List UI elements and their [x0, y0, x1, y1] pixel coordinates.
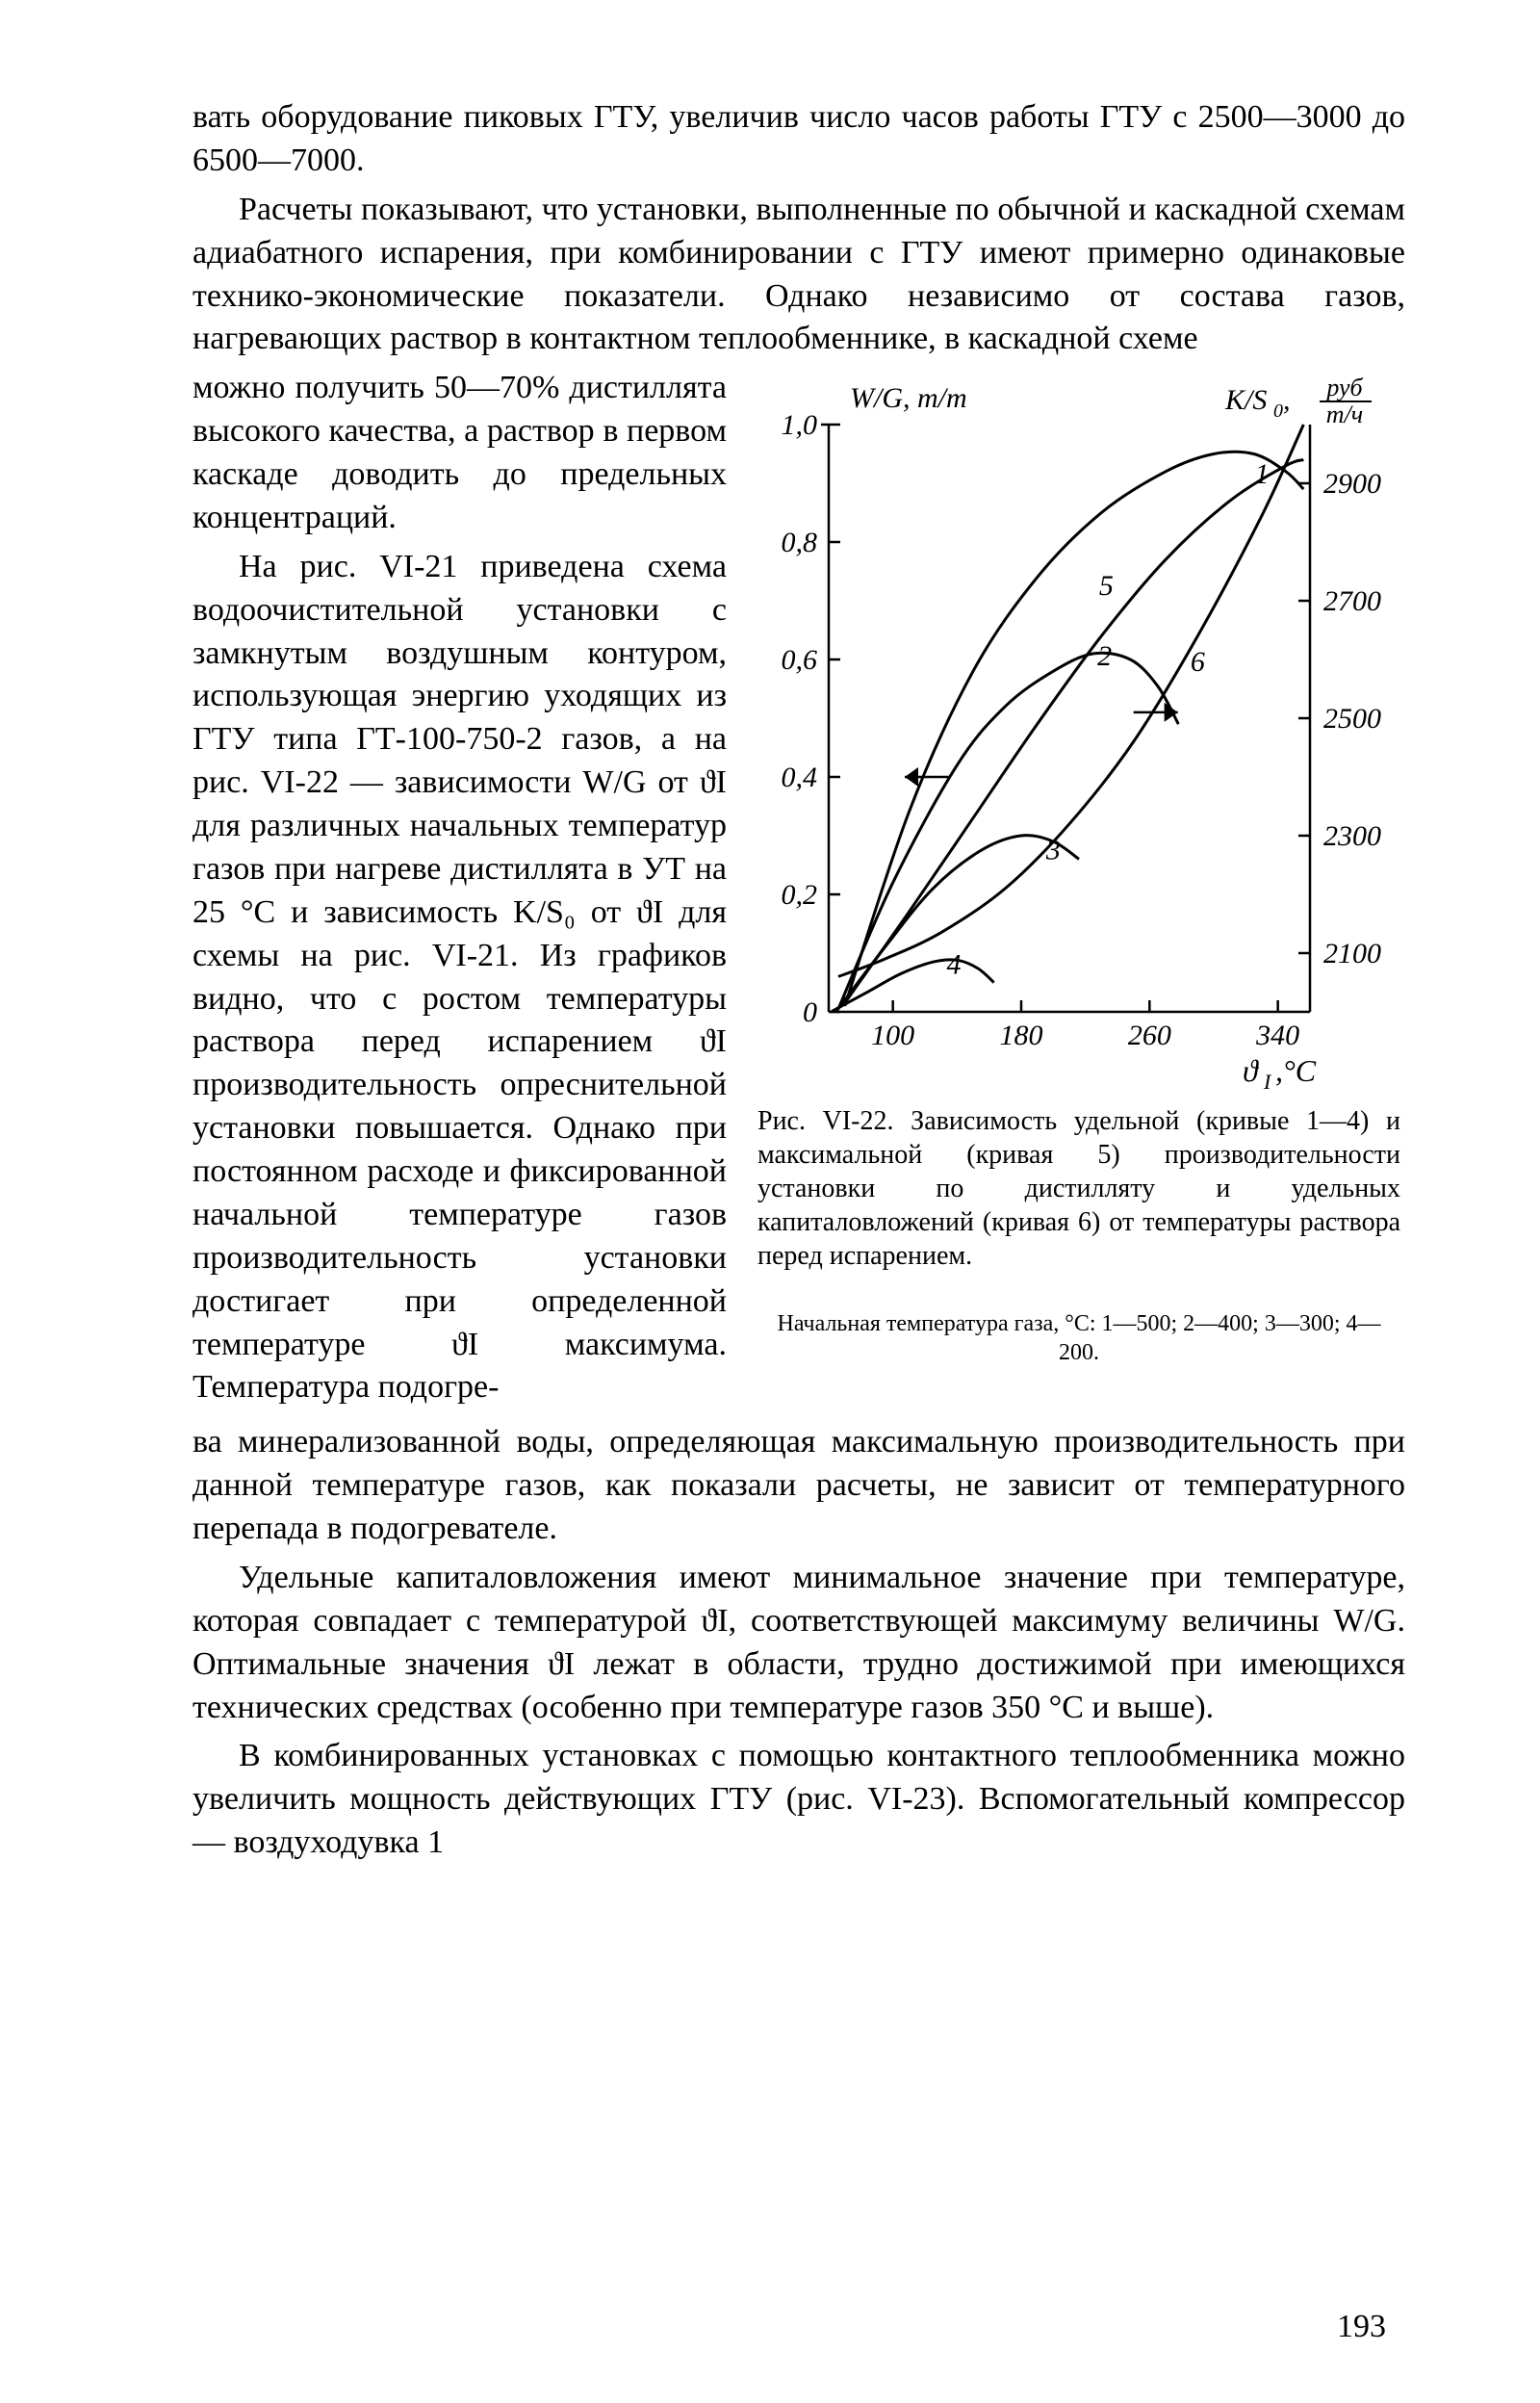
paragraph-4: На рис. VI-21 приведена схема водоочисти…	[192, 546, 727, 1410]
svg-text:4: 4	[947, 949, 962, 981]
svg-text:2900: 2900	[1323, 468, 1381, 500]
paragraph-7: В комбинированных установках с помощью к…	[192, 1735, 1405, 1865]
figure-vi-22-chart: 00,20,40,60,81,0210023002500270029001001…	[752, 367, 1406, 1089]
paragraph-5: ва минерализованной воды, определяющая м…	[192, 1421, 1405, 1551]
paragraph-1: вать оборудование пиковых ГТУ, увеличив …	[192, 96, 1405, 183]
left-column: можно получить 50—70% дистиллята высоког…	[192, 367, 727, 1415]
right-column: 00,20,40,60,81,0210023002500270029001001…	[752, 367, 1406, 1415]
svg-text:5: 5	[1099, 570, 1114, 602]
page: вать оборудование пиковых ГТУ, увеличив …	[0, 0, 1540, 2403]
svg-text:0: 0	[1273, 400, 1283, 422]
svg-text:2300: 2300	[1323, 820, 1381, 852]
svg-text:1,0: 1,0	[782, 409, 818, 441]
svg-text:0,2: 0,2	[782, 879, 818, 911]
svg-text:2100: 2100	[1323, 938, 1381, 969]
svg-text:6: 6	[1191, 646, 1205, 678]
svg-text:260: 260	[1128, 1020, 1171, 1051]
svg-text:0: 0	[803, 996, 817, 1028]
figure-subcaption: Начальная температура газа, °С: 1—500; 2…	[752, 1309, 1406, 1367]
svg-text:ϑ: ϑ	[1243, 1053, 1260, 1088]
paragraph-2: Расчеты показывают, что установки, выпол…	[192, 189, 1405, 362]
svg-text:1: 1	[1255, 458, 1270, 490]
svg-text:K/S: K/S	[1224, 384, 1267, 416]
svg-text:т/ч: т/ч	[1326, 400, 1363, 428]
svg-text:,: ,	[1283, 384, 1291, 416]
svg-text:2: 2	[1097, 640, 1112, 672]
svg-text:0,4: 0,4	[782, 762, 818, 793]
svg-text:руб: руб	[1324, 374, 1363, 401]
chart-svg: 00,20,40,60,81,0210023002500270029001001…	[752, 367, 1406, 1089]
paragraph-3: можно получить 50—70% дистиллята высоког…	[192, 367, 727, 540]
svg-text:,°С: ,°С	[1275, 1053, 1317, 1088]
svg-text:0,6: 0,6	[782, 644, 818, 676]
svg-text:340: 340	[1255, 1020, 1299, 1051]
svg-text:2700: 2700	[1323, 585, 1381, 617]
paragraph-6: Удельные капиталовложения имеют минималь…	[192, 1557, 1405, 1730]
svg-text:0,8: 0,8	[782, 527, 818, 558]
svg-text:100: 100	[871, 1020, 914, 1051]
figure-caption: Рис. VI-22. Зависимость удельной (кривые…	[752, 1104, 1406, 1273]
two-column-region: можно получить 50—70% дистиллята высоког…	[192, 367, 1405, 1415]
svg-text:180: 180	[1000, 1020, 1043, 1051]
page-number: 193	[1337, 2309, 1386, 2345]
svg-text:W/G, т/т: W/G, т/т	[850, 382, 967, 414]
svg-text:I: I	[1263, 1070, 1272, 1089]
svg-text:2500: 2500	[1323, 703, 1381, 735]
